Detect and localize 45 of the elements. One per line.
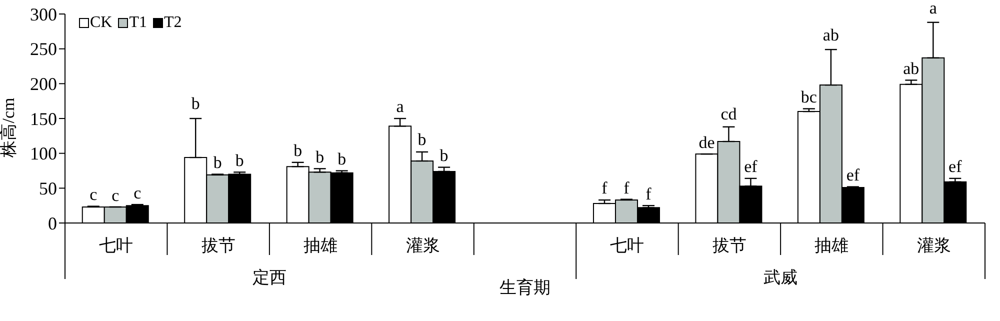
data-label: cd: [720, 104, 738, 124]
data-label: c: [112, 186, 120, 205]
data-label: ef: [744, 156, 758, 176]
x-axis-title: 生育期: [500, 278, 550, 297]
x-tick-label: 抽雄: [304, 236, 338, 255]
legend-label: CK: [89, 14, 112, 32]
y-tick-label: 50: [39, 178, 57, 199]
data-label: f: [646, 184, 652, 204]
data-label: ab: [822, 25, 839, 44]
text: 定西: [252, 268, 286, 287]
legend-label: T1: [128, 14, 148, 32]
data-label: b: [235, 150, 244, 170]
y-tick-label: 250: [30, 39, 57, 60]
x-tick-label: 拔节: [712, 236, 746, 255]
y-tick-label: 150: [30, 108, 57, 129]
data-label: b: [191, 94, 200, 114]
data-label: a: [396, 96, 404, 116]
text: 武威: [764, 268, 798, 287]
x-tick-label: 灌浆: [916, 236, 951, 255]
y-tick-label: 0: [48, 213, 57, 234]
data-label: b: [316, 147, 324, 166]
data-label: ef: [846, 166, 860, 185]
data-label: b: [294, 141, 302, 160]
x-tick-label: 七叶: [610, 236, 644, 255]
data-label: c: [134, 183, 142, 202]
x-tick-label: 抽雄: [814, 236, 849, 255]
data-label: ef: [948, 157, 962, 176]
data-label: b: [418, 130, 426, 150]
data-label: b: [213, 153, 222, 172]
data-label: f: [602, 178, 608, 198]
x-tick-label: 拔节: [201, 236, 236, 255]
data-label: f: [624, 178, 630, 198]
data-label: de: [698, 133, 715, 152]
data-label: ab: [903, 58, 920, 78]
data-label: b: [440, 146, 448, 165]
y-tick-label: 100: [30, 144, 57, 164]
data-label: c: [90, 185, 98, 204]
data-label: bc: [800, 88, 818, 107]
x-tick-label: 灌浆: [406, 236, 440, 255]
y-tick-label: 200: [30, 74, 57, 94]
data-label: b: [338, 150, 346, 169]
y-tick-label: 300: [30, 4, 57, 24]
data-label: a: [929, 0, 938, 18]
legend-label: T2: [163, 14, 182, 32]
x-tick-label: 七叶: [99, 236, 134, 255]
